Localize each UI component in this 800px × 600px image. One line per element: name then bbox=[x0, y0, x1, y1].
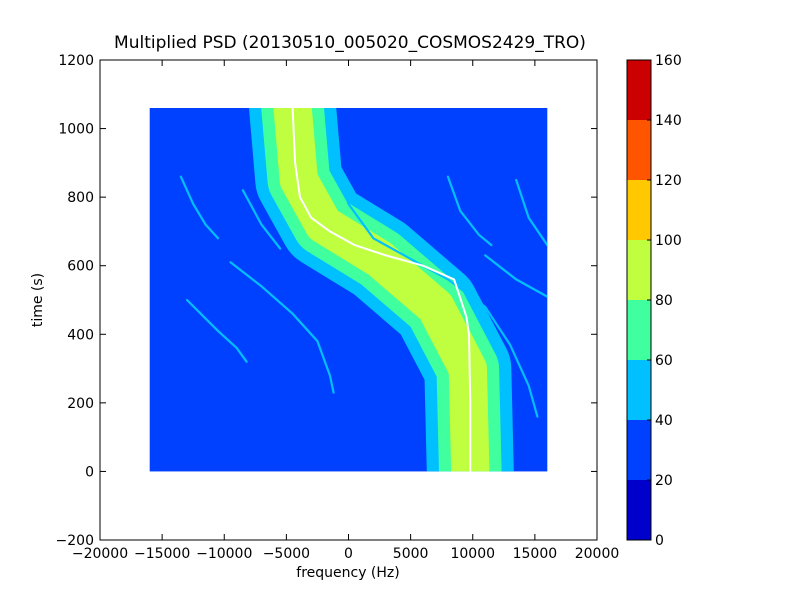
y-tick-label: 1000 bbox=[58, 122, 94, 138]
x-tick-label: 15000 bbox=[513, 546, 558, 562]
colorbar-level-40-60 bbox=[627, 360, 651, 420]
sideband-line-1 bbox=[179, 175, 220, 240]
colorbar-level-80-100 bbox=[627, 240, 651, 300]
colorbar-tick-label: 0 bbox=[655, 533, 664, 549]
colorbar-level-0-20 bbox=[627, 480, 651, 540]
colorbar-level-140-160 bbox=[627, 60, 651, 120]
colorbar-tick-label: 60 bbox=[655, 353, 673, 369]
heatmap-content bbox=[179, 108, 548, 472]
x-tick-label: 0 bbox=[344, 546, 353, 562]
heatmap-layer bbox=[149, 108, 548, 472]
colorbar-tick-label: 80 bbox=[655, 293, 673, 309]
colorbar-tick-label: 120 bbox=[655, 173, 682, 189]
colorbar-tick-label: 140 bbox=[655, 113, 682, 129]
colorbar-tick-label: 40 bbox=[655, 413, 673, 429]
chart-title: Multiplied PSD (20130510_005020_COSMOS24… bbox=[114, 33, 586, 53]
x-tick-label: 20000 bbox=[575, 546, 620, 562]
x-tick-label: −10000 bbox=[196, 546, 252, 562]
sideband-line-5 bbox=[335, 161, 539, 418]
y-axis-label: time (s) bbox=[30, 273, 46, 327]
colorbar-tick-label: 20 bbox=[655, 473, 673, 489]
sideband-line-7 bbox=[515, 178, 548, 247]
colorbar-tick-label: 160 bbox=[655, 53, 682, 69]
x-axis-label: frequency (Hz) bbox=[296, 565, 399, 581]
colorbar: 0 20 40 60 80 100 120 140 160 bbox=[626, 53, 682, 549]
colorbar-level-60-80 bbox=[627, 300, 651, 360]
y-tick-label: −200 bbox=[56, 533, 94, 549]
x-tick-label: −5000 bbox=[263, 546, 310, 562]
x-tick-label: 5000 bbox=[393, 546, 429, 562]
y-tick-label: 800 bbox=[67, 190, 94, 206]
x-axis-ticks: −20000 −15000 −10000 −5000 0 5000 10000 15000 20… bbox=[72, 60, 619, 562]
y-tick-label: 600 bbox=[67, 259, 94, 275]
y-axis-ticks: −200 0 200 400 600 800 1000 1200 bbox=[56, 53, 597, 549]
y-tick-label: 0 bbox=[85, 464, 94, 480]
colorbar-levels bbox=[627, 60, 651, 540]
sideband-line-8 bbox=[484, 254, 548, 298]
plot-area: −20000 −15000 −10000 −5000 0 5000 10000 15000 20… bbox=[56, 53, 620, 562]
y-tick-label: 400 bbox=[67, 327, 94, 343]
x-tick-label: 10000 bbox=[450, 546, 495, 562]
colorbar-level-120-140 bbox=[627, 120, 651, 180]
sideband-line-6 bbox=[446, 175, 493, 247]
colorbar-ticks: 0 20 40 60 80 100 120 140 160 bbox=[647, 53, 682, 549]
y-tick-label: 200 bbox=[67, 396, 94, 412]
sideband-line-4 bbox=[185, 298, 248, 363]
x-tick-label: −15000 bbox=[134, 546, 190, 562]
colorbar-level-20-40 bbox=[627, 420, 651, 480]
colorbar-tick-label: 100 bbox=[655, 233, 682, 249]
tracked-line bbox=[291, 108, 472, 472]
colorbar-level-100-120 bbox=[627, 180, 651, 240]
sideband-line-2 bbox=[241, 189, 282, 250]
x-tick-label: −20000 bbox=[72, 546, 128, 562]
y-tick-label: 1200 bbox=[58, 53, 94, 69]
sideband-line-3 bbox=[229, 261, 335, 394]
